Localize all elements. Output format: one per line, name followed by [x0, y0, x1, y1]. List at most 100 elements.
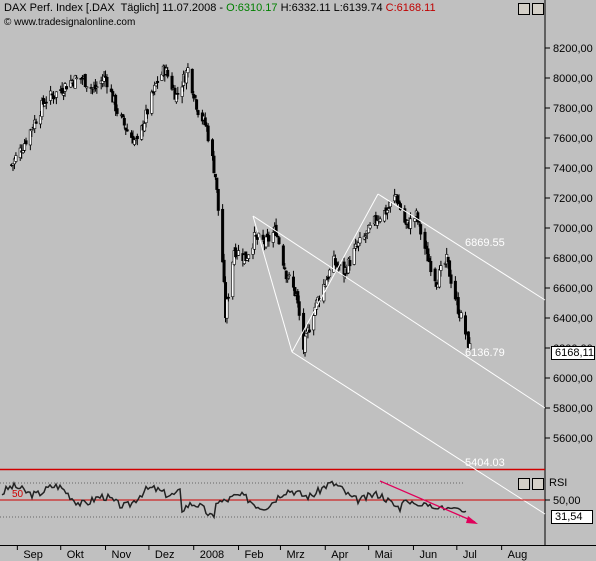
channel-lower-line	[291, 351, 546, 515]
candle-body	[226, 296, 230, 299]
close-value: C:6168.11	[385, 2, 436, 14]
candle-body	[419, 224, 423, 235]
candle-body	[437, 269, 441, 288]
candle-body	[277, 237, 281, 245]
candle-body	[156, 80, 160, 83]
candle-body	[121, 114, 125, 118]
candle-body	[293, 287, 297, 296]
candle-body	[416, 212, 420, 223]
candle-body	[326, 276, 330, 280]
price-axis-ticks: 8200,00 8000,00 7800,00 7600,00 7400,00 7200,…	[545, 43, 593, 445]
candle-body	[85, 86, 89, 89]
candle-body	[247, 254, 251, 259]
candle-body	[135, 135, 139, 140]
candle-body	[75, 77, 79, 80]
candle-body	[222, 259, 226, 283]
candle-body	[429, 260, 433, 273]
candle-body	[18, 147, 22, 158]
price-tick-label: 7400,00	[553, 163, 593, 175]
chart-header: DAX Perf. Index [.DAX Täglich] 11.07.200…	[4, 2, 436, 14]
regression-channel	[252, 193, 546, 515]
candle-body	[368, 225, 372, 229]
candle-body	[186, 67, 190, 74]
candle-body	[276, 235, 280, 238]
candle-body	[132, 139, 136, 145]
rsi-minimize-button[interactable]	[518, 478, 530, 490]
candle-body	[417, 220, 421, 223]
candle-body	[105, 76, 109, 88]
candle-body	[286, 278, 290, 280]
price-tick-label: 6400,00	[553, 313, 593, 325]
rsi-level-label: 50	[12, 489, 24, 500]
candle-body	[216, 188, 220, 211]
rsi-close-button[interactable]	[532, 478, 544, 490]
candle-body	[328, 269, 332, 278]
high-value: H:6332.11	[280, 2, 331, 14]
candle-body	[281, 245, 285, 266]
candle-body	[64, 86, 68, 90]
candle-body	[50, 93, 54, 96]
close-panel-button[interactable]	[532, 3, 544, 15]
candle-body	[23, 143, 27, 151]
candle-body	[125, 129, 129, 132]
channel-connector	[291, 193, 379, 353]
candle-body	[122, 118, 126, 126]
time-tick-label: Aug	[508, 549, 528, 561]
time-tick-label: Jul	[463, 549, 477, 561]
candle-body	[234, 247, 238, 258]
candle-body	[30, 129, 34, 132]
current-rsi-box: 31,54	[551, 510, 593, 524]
candle-body	[409, 218, 413, 229]
candle-body	[196, 110, 200, 116]
price-candles	[10, 63, 472, 357]
candle-body	[33, 119, 37, 129]
candle-body	[453, 280, 457, 300]
candle-body	[95, 86, 99, 88]
candle-body	[134, 138, 138, 141]
candle-body	[252, 232, 256, 250]
candle-body	[24, 140, 28, 145]
price-tick-label: 7600,00	[553, 133, 593, 145]
candle-body	[203, 117, 207, 126]
minimize-panel-button[interactable]	[518, 3, 530, 15]
candle-body	[271, 232, 275, 243]
candle-body	[261, 234, 265, 240]
candle-body	[34, 121, 38, 124]
candle-body	[325, 279, 329, 287]
candle-body	[62, 93, 66, 96]
candle-body	[115, 108, 119, 114]
candle-body	[283, 267, 287, 270]
price-tick-label: 6800,00	[553, 253, 593, 265]
candle-body	[211, 139, 215, 157]
low-value: L:6139.74	[333, 2, 383, 14]
candle-body	[352, 248, 356, 265]
candle-body	[297, 301, 301, 316]
candle-body	[378, 218, 382, 222]
candle-body	[398, 203, 402, 210]
price-tick-label: 7800,00	[553, 103, 593, 115]
candle-body	[170, 75, 174, 90]
price-tick-label: 6600,00	[553, 283, 593, 295]
channel-connector	[252, 215, 293, 353]
current-price-box: 6168,11	[551, 346, 595, 360]
time-axis: Sep Okt Nov Dez 2008 Feb Mrz Apr Mai Jun Jul Aug	[16, 545, 528, 561]
candle-body	[237, 250, 241, 256]
candle-body	[154, 83, 158, 87]
candle-body	[358, 237, 362, 244]
rsi-divergence-line	[379, 480, 476, 523]
candle-body	[348, 260, 352, 267]
channel-label-upper: 6869.55	[465, 237, 505, 249]
candle-body	[206, 125, 210, 142]
rsi-panel: 50 50,00	[0, 480, 581, 524]
candle-body	[166, 69, 170, 77]
candle-body	[21, 150, 25, 153]
rsi-tick-label: 50,00	[553, 495, 581, 507]
candle-body	[176, 93, 180, 95]
time-tick-label: Mai	[375, 549, 393, 561]
time-tick-label: Sep	[23, 549, 43, 561]
candle-body	[449, 274, 453, 284]
rsi-line	[1, 480, 467, 520]
candle-body	[225, 298, 229, 319]
price-tick-label: 8000,00	[553, 73, 593, 85]
